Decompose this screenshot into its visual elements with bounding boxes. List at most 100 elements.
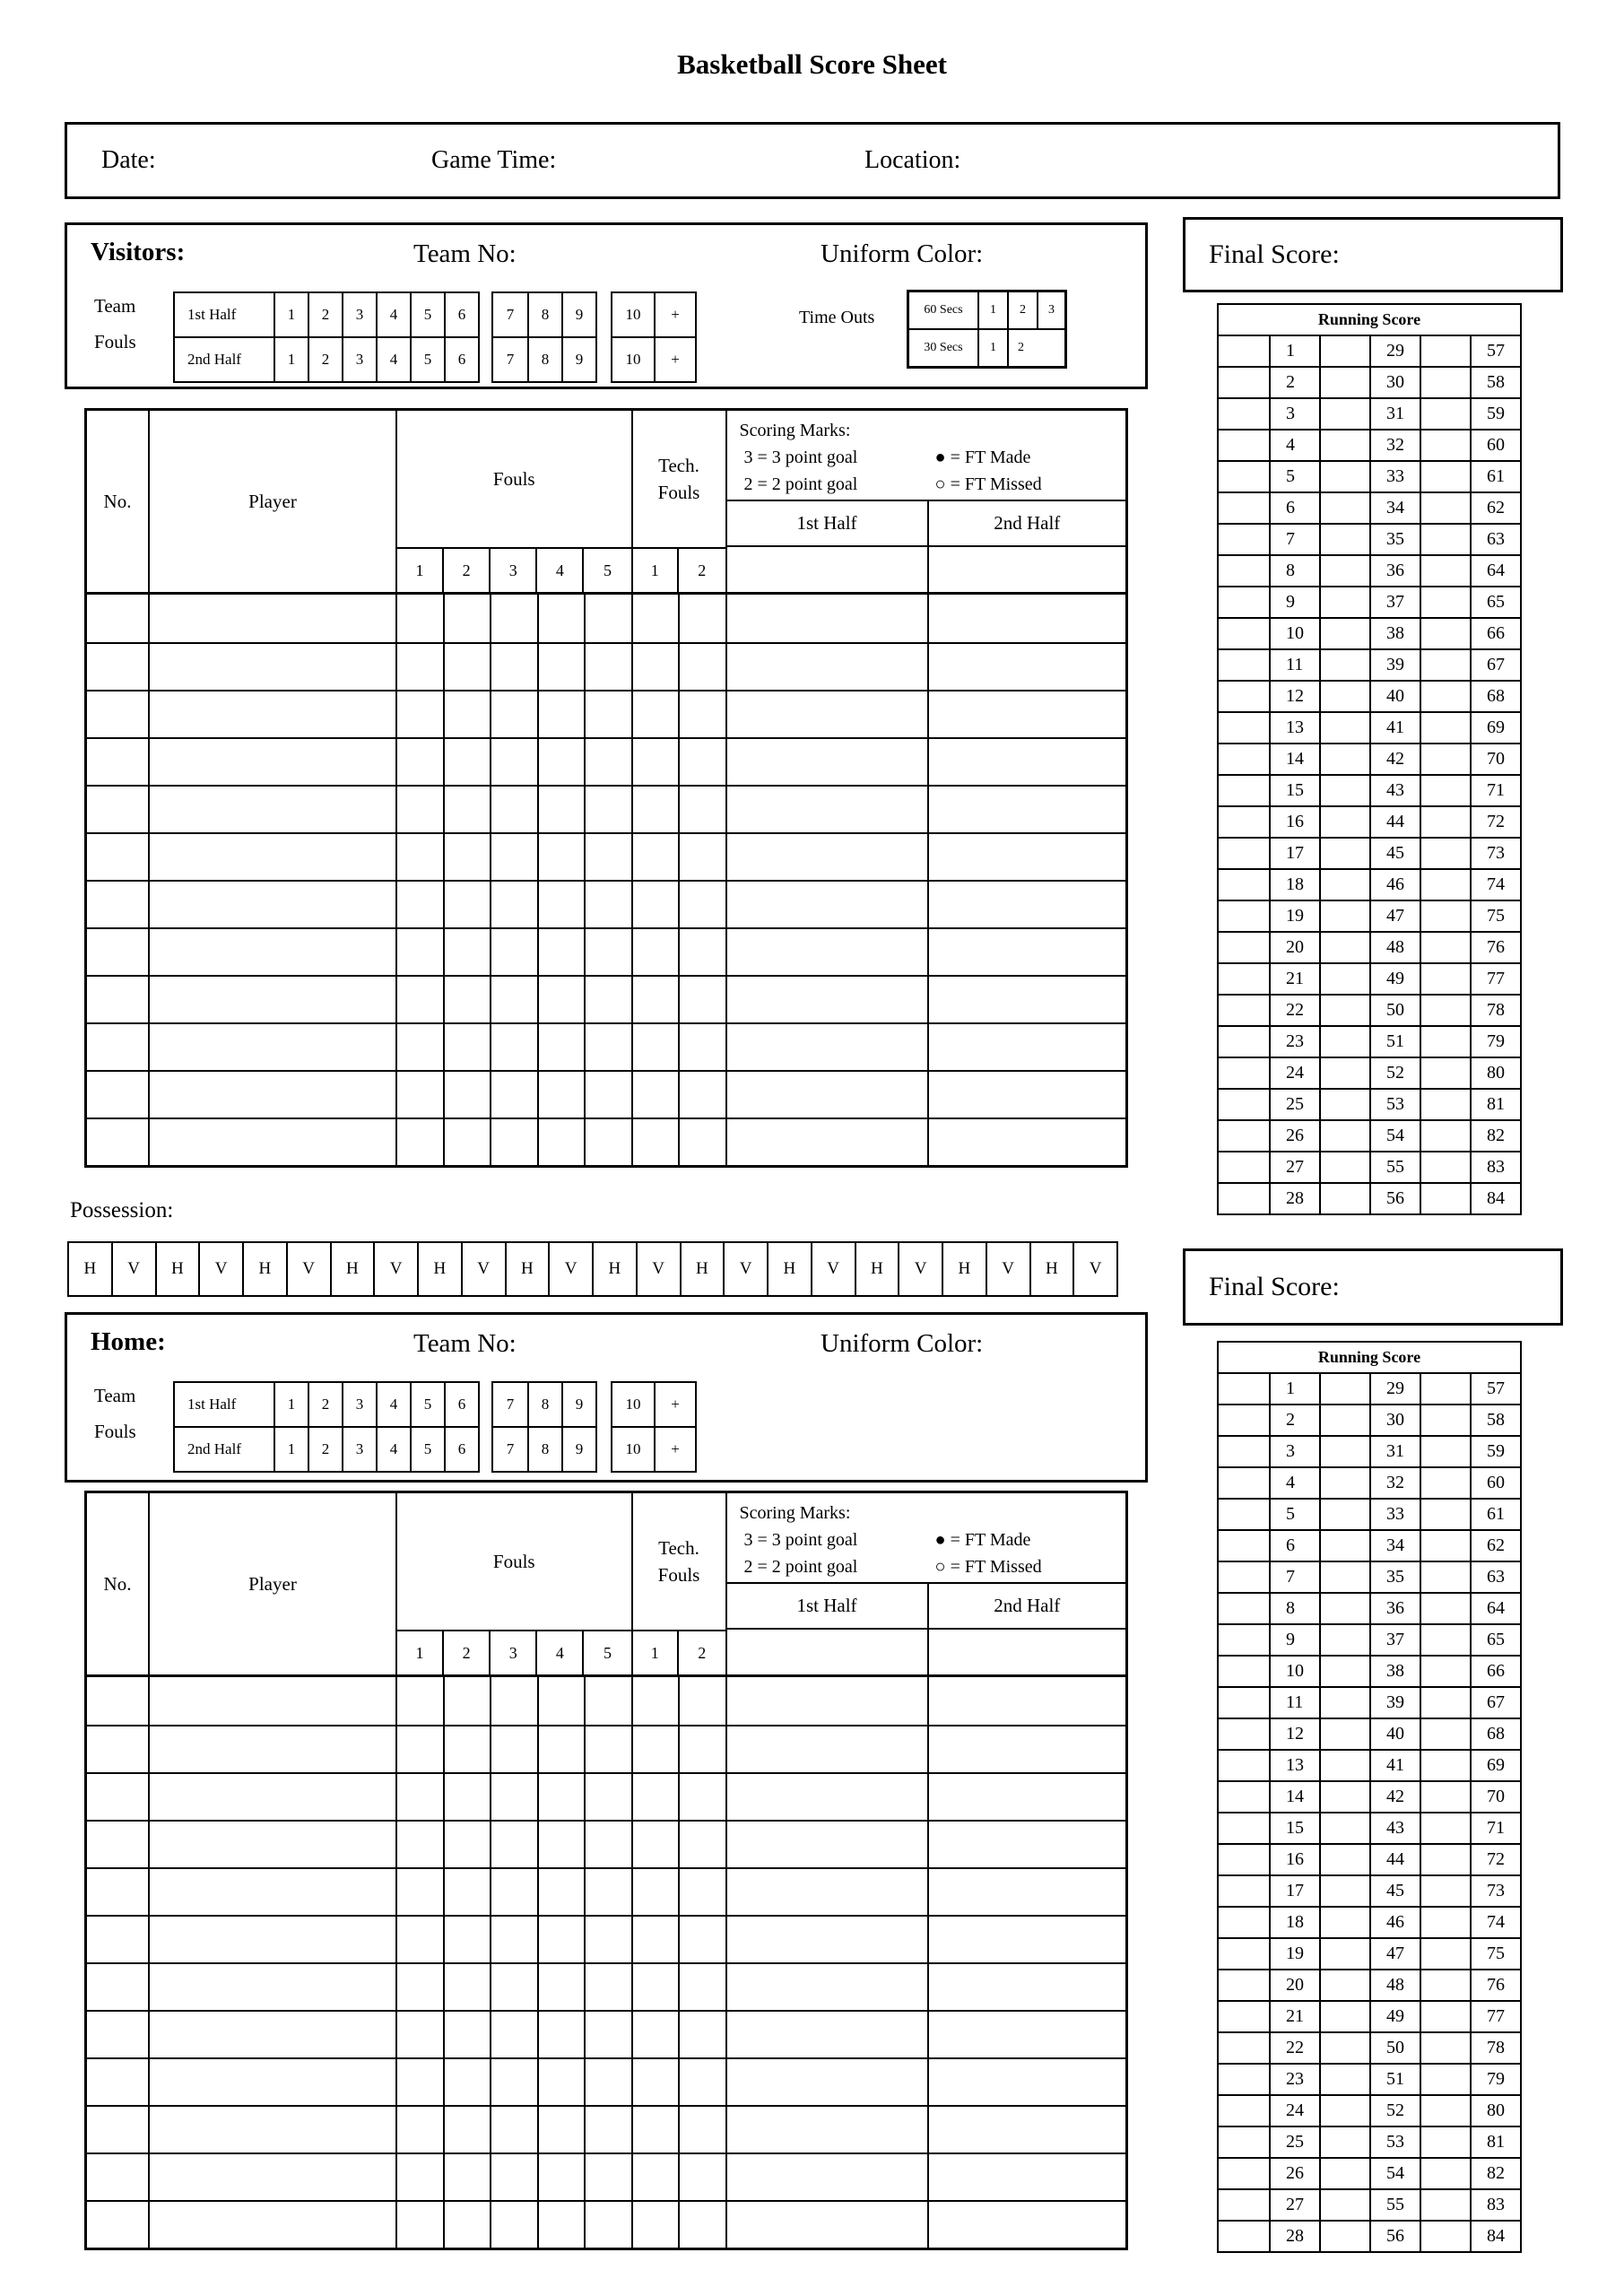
running-score-title: Running Score	[1317, 1348, 1421, 1366]
score-number: 59	[1470, 399, 1520, 429]
roster-row	[87, 2105, 1125, 2152]
score-mark-cell	[1319, 1657, 1369, 1686]
running-score-row: 1 29 57	[1219, 1372, 1520, 1404]
score-mark-cell	[1319, 1027, 1369, 1057]
running-score-row: 17 45 73	[1219, 837, 1520, 868]
score-mark-cell	[1219, 430, 1269, 460]
score-mark-cell	[1420, 933, 1470, 962]
foul-cell	[445, 644, 491, 690]
player-no-cell	[87, 1869, 150, 1915]
score-mark-cell	[1219, 1562, 1269, 1592]
score-number: 17	[1269, 1876, 1319, 1906]
score-mark-cell	[1319, 1908, 1369, 1937]
foul-cell	[397, 882, 445, 927]
tech-foul-cell	[680, 2107, 727, 2152]
running-score-row: 28 56 84	[1219, 1182, 1520, 1213]
foul-cell	[445, 739, 491, 785]
foul-cell	[445, 2012, 491, 2057]
player-no-cell	[87, 2012, 150, 2057]
foul-cell	[445, 2059, 491, 2105]
possession-label: Possession:	[70, 1198, 174, 1222]
player-name-cell	[150, 644, 397, 690]
team-foul-cell: 10	[625, 351, 641, 368]
score-mark-cell	[1219, 587, 1269, 617]
tech-foul-cell	[680, 1774, 727, 1820]
score-number: 49	[1369, 2002, 1420, 2031]
team-foul-cell: 2	[308, 1428, 342, 1471]
score-number: 25	[1269, 2127, 1319, 2157]
foul-cell	[397, 1964, 445, 2010]
foul-cell	[586, 1869, 633, 1915]
score-number: 9	[1269, 1625, 1319, 1655]
foul-cell	[539, 2202, 586, 2248]
first-half-scoring-cell	[727, 2154, 929, 2200]
score-mark-cell	[1420, 807, 1470, 837]
score-mark-cell	[1219, 807, 1269, 837]
score-number: 73	[1470, 839, 1520, 868]
score-mark-cell	[1319, 1090, 1369, 1119]
player-no-cell	[87, 977, 150, 1022]
score-number: 62	[1470, 493, 1520, 523]
tech-number-cell: 1	[633, 1631, 680, 1674]
foul-cell	[397, 739, 445, 785]
score-number: 28	[1269, 2222, 1319, 2251]
possession-cell: V	[898, 1243, 942, 1295]
team-fouls-label-line1: Team	[94, 295, 136, 317]
score-number: 76	[1470, 1970, 1520, 2000]
foul-cell	[539, 1774, 586, 1820]
running-score-row: 14 42 70	[1219, 1780, 1520, 1812]
first-half-scoring-cell	[727, 2107, 929, 2152]
running-score-row: 11 39 67	[1219, 648, 1520, 680]
player-no-cell	[87, 2154, 150, 2200]
score-number: 65	[1470, 587, 1520, 617]
score-number: 12	[1269, 682, 1319, 711]
score-mark-cell	[1219, 1531, 1269, 1561]
foul-cell	[445, 1822, 491, 1867]
running-score-row: 21 49 77	[1219, 962, 1520, 994]
tech-foul-cell	[633, 834, 680, 880]
first-half-scoring-cell	[727, 1072, 929, 1118]
score-mark-cell	[1219, 1152, 1269, 1182]
team-foul-cell: 2	[308, 1383, 342, 1426]
score-number: 1	[1269, 1374, 1319, 1404]
score-number: 83	[1470, 1152, 1520, 1182]
tech-foul-cell	[633, 691, 680, 737]
score-mark-cell	[1420, 1531, 1470, 1561]
scoring-marks-row: 2 = 2 point goal ○ = FT Missed	[740, 471, 1126, 498]
foul-cell	[445, 2154, 491, 2200]
roster-rows	[87, 595, 1125, 1165]
score-mark-cell	[1319, 399, 1369, 429]
score-number: 20	[1269, 933, 1319, 962]
first-half-scoring-cell	[727, 1726, 929, 1772]
player-name-cell	[150, 977, 397, 1022]
tech-foul-cell	[680, 2012, 727, 2057]
score-mark-cell	[1420, 525, 1470, 554]
running-score-table-visitors: Running Score 1 29 57 2 30 58 3 31 59 4	[1217, 303, 1522, 1215]
foul-cell	[539, 1119, 586, 1165]
score-mark-cell	[1319, 1562, 1369, 1592]
roster-row	[87, 927, 1125, 975]
score-number: 81	[1470, 1090, 1520, 1119]
score-mark-cell	[1319, 1876, 1369, 1906]
first-half-scoring-cell	[727, 2012, 929, 2057]
foul-cell	[491, 691, 539, 737]
second-half-scoring-cell	[929, 882, 1126, 927]
score-number: 66	[1470, 619, 1520, 648]
score-number: 13	[1269, 713, 1319, 743]
score-mark-cell	[1319, 587, 1369, 617]
score-mark-cell	[1219, 493, 1269, 523]
score-mark-cell	[1319, 996, 1369, 1025]
score-mark-cell	[1420, 1121, 1470, 1151]
score-number: 5	[1269, 1500, 1319, 1529]
scoring-column-group: Scoring Marks: 3 = 3 point goal ● = FT M…	[726, 1493, 1125, 1674]
score-mark-cell	[1219, 619, 1269, 648]
score-number: 19	[1269, 1939, 1319, 1969]
running-score-row: 10 38 66	[1219, 617, 1520, 648]
second-half-scoring-cell	[929, 644, 1126, 690]
tech-foul-cell	[680, 787, 727, 832]
team-foul-cell: 2	[308, 293, 342, 336]
